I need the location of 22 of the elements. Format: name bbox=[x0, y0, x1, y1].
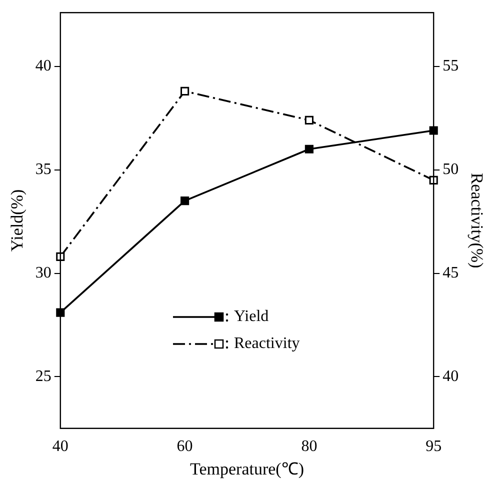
point bbox=[429, 126, 438, 135]
y2-axis-title: Reactivity(%) bbox=[467, 172, 486, 268]
point bbox=[180, 196, 190, 206]
y-tick-label: 40 bbox=[35, 58, 52, 75]
x-tick-label: 60 bbox=[176, 438, 193, 456]
y2-tick-label: 40 bbox=[442, 368, 459, 385]
x-tick-label: 95 bbox=[426, 438, 442, 456]
x-tick-label: 40 bbox=[52, 438, 68, 456]
legend-label: Yield bbox=[234, 308, 269, 326]
point bbox=[304, 144, 314, 154]
point bbox=[180, 86, 190, 96]
y-tick-label: 25 bbox=[35, 368, 52, 385]
x-axis-title: Temperature(℃) bbox=[190, 459, 304, 478]
x-tick-label: 80 bbox=[301, 438, 318, 456]
point bbox=[304, 116, 314, 124]
y2-tick-label: 45 bbox=[442, 264, 459, 282]
legend-label: Reactivity bbox=[234, 334, 300, 353]
y2-tick-label: 50 bbox=[442, 161, 459, 178]
y-tick-label: 35 bbox=[35, 161, 52, 178]
y-axis-title: Yield(%) bbox=[8, 189, 27, 252]
y-tick-label: 30 bbox=[35, 264, 52, 282]
y2-tick-label: 55 bbox=[442, 58, 459, 75]
